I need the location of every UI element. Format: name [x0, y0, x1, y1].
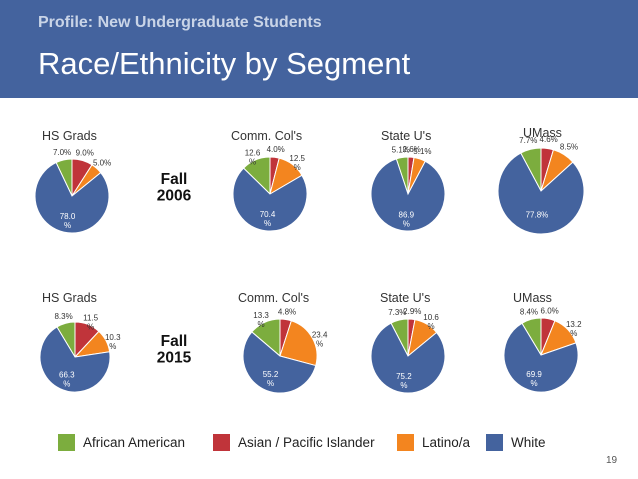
row-label: Fall 2006	[157, 171, 192, 205]
legend-item-white: White	[486, 432, 546, 452]
header-bar: Profile: New Undergraduate Students Race…	[0, 0, 638, 98]
row-label-fall-2015: Fall 2015	[157, 333, 192, 367]
legend-item-latino: Latino/a	[397, 432, 470, 452]
pie-slice-white	[370, 158, 446, 232]
pie-slice-white	[503, 322, 579, 393]
slice-value-label: 7.7%	[519, 136, 537, 145]
pie-slice-white	[497, 152, 585, 235]
slice-value-label: 13.2%	[566, 320, 582, 338]
pie-slice-white	[39, 326, 111, 393]
pie-slice-white	[242, 331, 317, 394]
pie-chart-fall-2015-hs-grads: HS Grads 8.3% 11.5 % 10.3 % 66.3%	[39, 291, 121, 393]
chart-title: UMass	[513, 291, 552, 305]
slice-value-label: 55.2%	[263, 370, 279, 388]
slice-value-label: 10.6%	[423, 313, 439, 331]
slice-value-label: 4.0%	[267, 145, 285, 154]
slice-value-label: 86.9%	[399, 210, 415, 228]
legend-label: Latino/a	[422, 434, 471, 450]
slice-value-label: 12.6%	[245, 148, 261, 166]
slice-value-label: 75.2%	[396, 372, 412, 390]
legend-swatch-latino	[397, 433, 414, 451]
pie-charts-canvas: Fall 2006 Fall 2015 HS Grads 7.0% 9.0%5.0% 78.0…	[34, 126, 585, 394]
chart-title: Comm. Col's	[238, 291, 309, 305]
page-subtitle: Profile: New Undergraduate Students	[38, 14, 322, 31]
pie-chart-fall-2006-hs-grads: HS Grads 7.0% 9.0%5.0% 78.0%	[34, 129, 111, 234]
slice-value-label: 69.9%	[526, 370, 542, 388]
pie-chart-fall-2006-comm-col-s: Comm. Col's 12.6 % 4.0% 12.5 % 70.4%	[231, 129, 308, 232]
chart-title: State U's	[381, 129, 431, 143]
legend-label: Asian / Pacific Islander	[238, 434, 375, 450]
slice-value-label: 6.0%	[541, 307, 559, 316]
pie-chart-fall-2015-umass: UMass 8.4% 6.0% 13.2 % 69.9%	[503, 291, 582, 393]
legend-label: White	[511, 434, 546, 450]
slice-value-label: 4.6%	[540, 135, 558, 144]
legend-item-african-american: African American	[58, 432, 185, 452]
slice-value-label: 13.3%	[253, 311, 269, 329]
slice-value-label: 78.0%	[60, 212, 76, 230]
slice-value-label: 7.3%	[388, 308, 406, 317]
pie-slice-white	[232, 167, 308, 232]
legend-swatch-asian-pacific-islander	[213, 433, 230, 451]
slice-value-label: 70.4%	[260, 210, 276, 228]
page-number: 19	[606, 455, 618, 466]
pie-chart-fall-2006-state-u-s: State U's 5.1%2.6%5.1% 86.9%	[370, 129, 446, 232]
slice-value-label: 77.8%	[526, 210, 549, 219]
legend-label: African American	[83, 434, 186, 450]
slice-value-label: 4.8%	[278, 307, 296, 316]
chart-title: UMass	[523, 126, 562, 140]
slice-value-label: 5.1%	[392, 145, 410, 154]
chart-title: Comm. Col's	[231, 129, 302, 143]
slice-value-label: 10.3%	[105, 333, 121, 351]
pie-slice-latino-a	[279, 320, 318, 367]
legend-swatch-white	[486, 433, 503, 451]
legend-swatch-african-american	[58, 433, 75, 451]
slice-value-label: 2.9%	[403, 307, 421, 316]
slice-value-label: 66.3%	[59, 370, 75, 388]
pie-chart-fall-2015-comm-col-s: Comm. Col's 13.3 % 4.8% 23.4 % 55.2%	[238, 291, 328, 394]
chart-title: State U's	[380, 291, 430, 305]
slice-value-label: 8.5%	[560, 143, 578, 152]
pie-chart-fall-2015-state-u-s: State U's 7.3%2.9%10.6 % 75.2%	[370, 291, 446, 394]
slice-value-label: 5.0%	[93, 158, 111, 167]
slice-value-label: 8.4%	[520, 308, 538, 317]
row-label-fall-2006: Fall 2006	[157, 171, 192, 205]
pie-slice-white	[370, 322, 446, 394]
slice-value-label: 12.5%	[289, 154, 305, 172]
row-label: Fall 2015	[157, 333, 192, 367]
pie-slice-white	[34, 161, 110, 234]
slice-value-label: 23.4%	[312, 330, 328, 348]
slice-value-label: 8.3%	[54, 312, 72, 321]
legend-item-asian-pacific-islander: Asian / Pacific Islander	[213, 432, 375, 452]
chart-title: HS Grads	[42, 129, 97, 143]
slice-value-label: 11.5%	[83, 313, 99, 331]
slice-value-label: 2.6%	[403, 145, 421, 154]
slice-value-label: 5.1%	[413, 147, 431, 156]
page-title: Race/Ethnicity by Segment	[38, 46, 411, 81]
chart-title: HS Grads	[42, 291, 97, 305]
slice-value-label: 7.0%	[53, 148, 71, 157]
slice-value-label: 9.0%	[76, 149, 94, 158]
chart-legend: African American Asian / Pacific Islande…	[0, 430, 638, 456]
